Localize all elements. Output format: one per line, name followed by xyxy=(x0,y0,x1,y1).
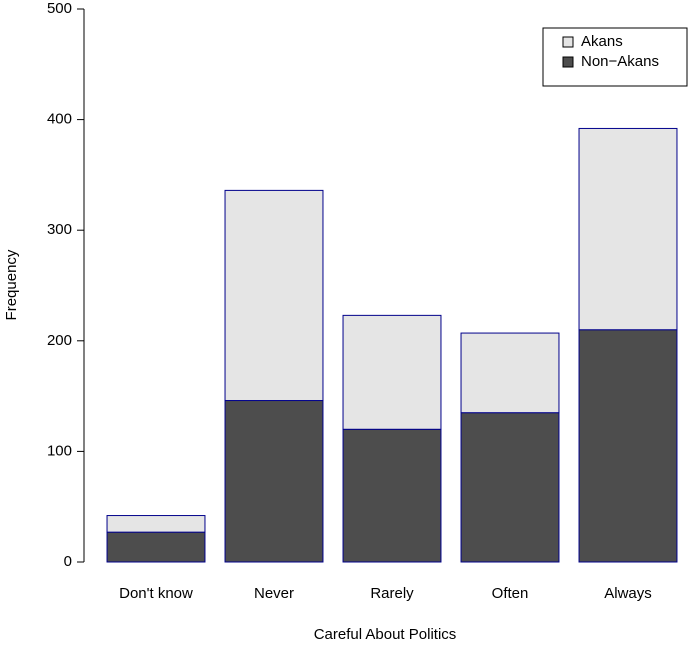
x-tick-label: Never xyxy=(254,585,294,602)
bar-segment xyxy=(224,400,324,563)
bar-segment xyxy=(460,412,560,563)
bar-segment xyxy=(578,329,678,563)
x-tick-label: Often xyxy=(492,585,529,602)
legend-box xyxy=(542,27,688,87)
y-tick-label: 200 xyxy=(47,332,72,349)
x-tick-label: Always xyxy=(604,585,652,602)
x-tick-label: Don't know xyxy=(119,585,193,602)
y-tick-label: 100 xyxy=(47,442,72,459)
y-tick-label: 400 xyxy=(47,111,72,128)
legend-swatch xyxy=(562,36,574,48)
bar-segment xyxy=(224,189,324,402)
legend-label: Akans xyxy=(581,33,623,50)
y-tick-label: 500 xyxy=(47,0,72,17)
bar-segment xyxy=(106,515,206,533)
bar-segment xyxy=(460,332,560,414)
bar-segment xyxy=(342,428,442,563)
bar-segment xyxy=(106,531,206,563)
bar-segment xyxy=(342,314,442,430)
y-tick-label: 300 xyxy=(47,221,72,238)
legend-swatch xyxy=(562,56,574,68)
y-axis-title: Frequency xyxy=(3,249,20,320)
legend-label: Non−Akans xyxy=(581,53,659,70)
y-tick-label: 0 xyxy=(64,553,72,570)
bar-segment xyxy=(578,127,678,331)
x-axis-title: Careful About Politics xyxy=(314,626,457,643)
x-tick-label: Rarely xyxy=(370,585,414,602)
